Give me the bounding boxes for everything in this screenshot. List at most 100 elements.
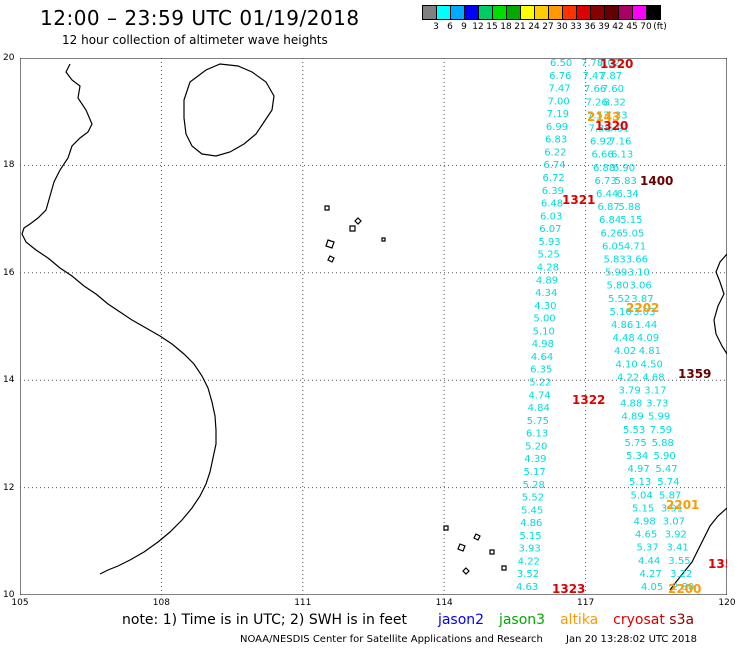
wave-height-value: 5.52 (608, 294, 630, 305)
color-swatch (534, 5, 549, 20)
wave-height-value: 6.22 (544, 147, 566, 158)
wave-height-value: 4.86 (611, 320, 633, 331)
color-scale-legend (422, 5, 661, 20)
lat-tick-label: 10 (3, 590, 15, 600)
color-scale-label: 6 (447, 22, 453, 32)
footer-org: NOAA/NESDIS Center for Satellite Applica… (240, 634, 543, 645)
hainan-island (183, 63, 275, 157)
wave-height-value: 5.80 (607, 281, 629, 292)
pass-time-labels: 1320214313201400132122021359132222011323… (552, 58, 727, 595)
footer-timestamp: Jan 20 13:28:02 UTC 2018 (566, 634, 698, 645)
color-swatch (632, 5, 647, 20)
wave-height-value: 6.50 (550, 58, 572, 69)
wave-height-value: 3.92 (665, 530, 687, 541)
wave-height-value: 5.28 (523, 480, 545, 491)
lat-tick-label: 16 (3, 267, 15, 278)
wave-height-value: 2.80 (672, 582, 694, 593)
wave-height-value: 6.13 (611, 150, 633, 161)
wave-height-value: 6.87 (598, 202, 620, 213)
wave-height-value: 4.02 (614, 346, 636, 357)
wave-height-value: 7.19 (547, 109, 569, 120)
wave-height-value: 5.04 (631, 490, 653, 501)
wave-height-value: 5.20 (525, 441, 547, 452)
pass-time-label: 1359 (708, 557, 727, 571)
wave-height-value: 4.84 (528, 403, 550, 414)
color-swatch (436, 5, 451, 20)
wave-height-value: 4.48 (613, 333, 635, 344)
wave-height-value: 5.75 (625, 438, 647, 449)
islet (457, 543, 466, 552)
wave-height-value: 3.06 (629, 281, 651, 292)
wave-height-value: 4.50 (641, 359, 663, 370)
wave-height-value: 3.03 (633, 307, 655, 318)
wave-height-value: 6.39 (542, 186, 564, 197)
color-swatch (478, 5, 493, 20)
wave-height-value: 4.71 (624, 241, 646, 252)
wave-height-value: 4.44 (638, 556, 660, 567)
islet (462, 567, 470, 575)
wave-height-value: 7.47 (583, 71, 605, 82)
wave-height-value: 4.89 (536, 275, 558, 286)
wave-height-value: 5.91 (607, 124, 629, 135)
color-swatch (492, 5, 507, 20)
color-swatch (520, 5, 535, 20)
wave-height-value: 6.13 (526, 429, 548, 440)
wave-height-value: 5.53 (623, 425, 645, 436)
wave-height-value: 6.48 (541, 199, 563, 210)
islet (501, 565, 507, 571)
pass-time-label: 1359 (678, 367, 711, 381)
color-swatch (450, 5, 465, 20)
pass-time-label: 2202 (626, 301, 659, 315)
wave-height-value: 7.02 (598, 58, 620, 69)
wave-height-value: 5.83 (604, 255, 626, 266)
color-scale-label: 21 (514, 22, 526, 32)
vietnam-coast (21, 63, 217, 575)
pass-time-label: 1322 (572, 393, 605, 407)
wave-height-value: 4.22 (617, 372, 639, 383)
wave-height-value: 3.55 (668, 556, 690, 567)
color-scale-label: 70 (640, 22, 652, 32)
wave-height-value: 5.75 (527, 416, 549, 427)
color-swatch (646, 5, 661, 20)
wave-height-value: 4.81 (639, 346, 661, 357)
luzon-coast-south (669, 507, 727, 591)
legend-cryosat: cryosat (613, 612, 665, 628)
wave-height-value: 3.52 (517, 569, 539, 580)
wave-height-value: 4.30 (534, 301, 556, 312)
color-scale-label: 30 (556, 22, 568, 32)
wave-height-value: 6.66 (592, 150, 614, 161)
coastline (21, 63, 727, 591)
wave-height-value: 3.22 (670, 569, 692, 580)
wave-height-value: 7.33 (605, 110, 627, 121)
pass-time-label: 2200 (668, 582, 701, 595)
pass-time-label: 2143 (587, 110, 620, 124)
islet (327, 255, 335, 263)
wave-height-value: 4.09 (637, 333, 659, 344)
wave-height-value: 4.98 (634, 517, 656, 528)
wave-height-value: 3.07 (663, 517, 685, 528)
color-scale-label: 45 (626, 22, 638, 32)
wave-height-value: 5.87 (659, 490, 681, 501)
wave-height-value: 3.87 (631, 294, 653, 305)
lon-tick-label: 114 (435, 598, 453, 608)
color-swatch (562, 5, 577, 20)
pass-time-label: 1320 (595, 119, 628, 133)
altimeter-tracks: 6.506.767.477.007.196.996.836.226.746.72… (516, 58, 694, 593)
wave-height-value: 7.78 (581, 58, 603, 69)
wave-height-value: 5.15 (519, 531, 541, 542)
color-swatch (506, 5, 521, 20)
pass-time-label: 1323 (552, 582, 585, 595)
wave-height-value: 5.05 (622, 228, 644, 239)
wave-height-value: 5.88 (618, 202, 640, 213)
legend-jason3: jason3 (498, 612, 546, 628)
wave-height-value: 7.26 (586, 97, 608, 108)
wave-height-value: 6.88 (593, 163, 615, 174)
wave-height-value: 6.34 (617, 189, 639, 200)
wave-height-value: 6.73 (595, 176, 617, 187)
lon-tick-label: 105 (11, 598, 29, 608)
wave-height-value: 5.93 (538, 237, 560, 248)
wave-height-value: 4.68 (642, 372, 664, 383)
color-swatch (548, 5, 563, 20)
wave-height-value: 3.66 (626, 255, 648, 266)
legend-s3a: s3a (669, 612, 695, 628)
